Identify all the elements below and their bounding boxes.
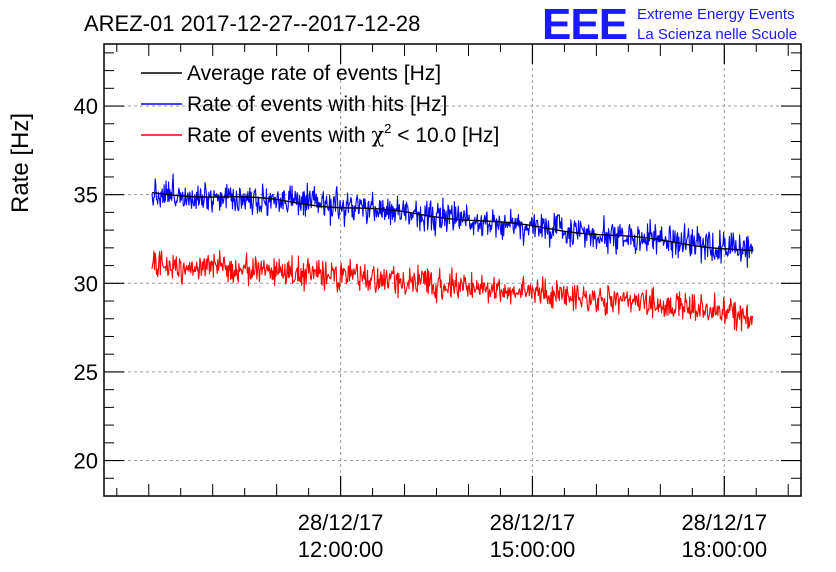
legend-label-chi2: Rate of events with χ2 < 10.0 [Hz]: [187, 121, 499, 147]
y-tick-label: 25: [74, 360, 98, 385]
legend-label-average: Average rate of events [Hz]: [187, 62, 441, 85]
x-axis: 28/12/1712:00:0028/12/1715:00:0028/12/17…: [116, 44, 789, 562]
legend-chi2-symbol: χ: [371, 123, 384, 147]
plot-frame: [103, 43, 802, 497]
y-tick-label: 35: [74, 183, 98, 208]
legend-chi2-sup: 2: [384, 121, 391, 136]
eee-logo-line2: La Scienza nelle Scuole: [637, 26, 797, 43]
series-line-hits: [151, 173, 754, 269]
series-line-average: [151, 191, 754, 252]
x-tick-label-date: 28/12/17: [490, 510, 576, 535]
chart-title: AREZ-01 2017-12-27--2017-12-28: [84, 11, 420, 36]
legend-label-hits: Rate of events with hits [Hz]: [187, 93, 447, 116]
x-tick-label-time: 12:00:00: [298, 537, 384, 562]
eee-logo-mark: EEE: [542, 0, 627, 49]
eee-logo-line1: Extreme Energy Events: [637, 6, 795, 23]
y-axis-label: Rate [Hz]: [7, 113, 34, 213]
eee-logo: EEE Extreme Energy Events La Scienza nel…: [542, 0, 797, 49]
y-tick-label: 20: [74, 449, 98, 474]
legend-item-chi2: Rate of events with χ2 < 10.0 [Hz]: [141, 121, 499, 147]
y-tick-label: 30: [74, 271, 98, 296]
legend: Average rate of events [Hz] Rate of even…: [141, 62, 499, 147]
legend-chi2-prefix: Rate of events with: [187, 124, 371, 147]
y-axis: 20 25 30 35 40: [74, 52, 801, 497]
x-tick-label-date: 28/12/17: [681, 510, 767, 535]
legend-item-average: Average rate of events [Hz]: [141, 62, 441, 85]
x-tick-label-time: 15:00:00: [490, 537, 576, 562]
y-tick-label: 40: [74, 94, 98, 119]
legend-item-hits: Rate of events with hits [Hz]: [141, 93, 447, 116]
legend-chi2-suffix: < 10.0 [Hz]: [391, 124, 499, 147]
x-tick-label-date: 28/12/17: [298, 510, 384, 535]
x-tick-label-time: 18:00:00: [681, 537, 767, 562]
series-layer: [151, 173, 754, 332]
series-line-chi2: [151, 249, 754, 332]
